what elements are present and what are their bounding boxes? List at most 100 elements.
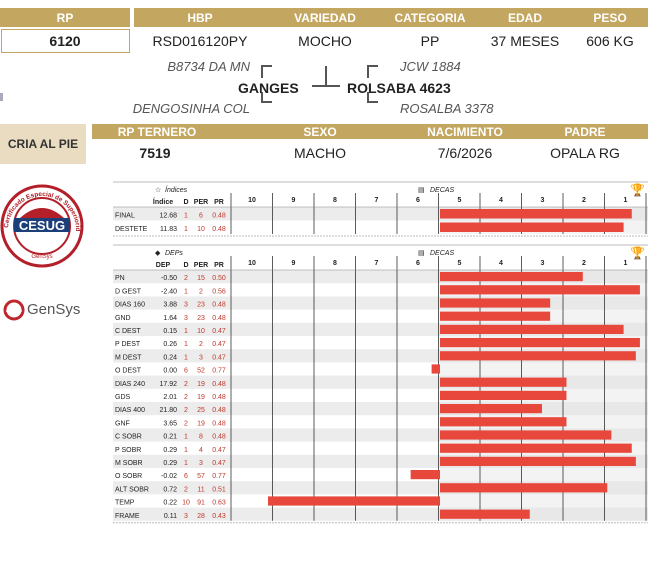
indices-row-value: 11.83 (160, 226, 177, 233)
edad-value: 37 MESES (490, 33, 560, 49)
variedad-value: MOCHO (298, 33, 352, 49)
deps-bar (440, 404, 542, 414)
peso-label: PESO (593, 11, 627, 25)
sire-name: GANGES (238, 80, 299, 96)
deps-row-pr: 0.43 (212, 513, 226, 520)
deps-deca-tick: 9 (292, 260, 296, 267)
sire-sire: B8734 DA MN (167, 59, 250, 74)
deps-bar (440, 338, 640, 348)
deps-row-value: 0.11 (164, 513, 177, 520)
dam-sire-dam: ROSALBA 3378 (400, 101, 494, 116)
deps-row-pr: 0.51 (212, 486, 226, 493)
indices-row-per: 10 (197, 226, 205, 233)
deps-row-value: 0.72 (163, 486, 177, 493)
indices-title-icon: ☆ (155, 186, 161, 194)
indices-deca-tick: 10 (248, 197, 256, 204)
deps-row-value: 0.22 (163, 500, 177, 507)
indices-col-header: D (183, 199, 188, 206)
deps-deca-tick: 8 (333, 260, 337, 267)
deps-row-pr: 0.47 (212, 354, 226, 361)
cesug-bottom-text: GenSys (31, 254, 52, 260)
deps-row-pr: 0.48 (212, 381, 226, 388)
indices-bar (440, 209, 632, 219)
deps-row-per: 19 (197, 420, 205, 427)
deps-row-pr: 0.77 (212, 368, 226, 375)
deps-deca-tick: 3 (541, 260, 545, 267)
deps-bar (268, 496, 440, 506)
indices-deca-tick: 5 (458, 197, 462, 204)
main-header-band (134, 8, 648, 27)
deps-row-d: 2 (184, 407, 188, 414)
deps-bar (440, 390, 567, 400)
deps-row-value: -0.50 (161, 275, 177, 282)
deps-row-per: 91 (197, 500, 205, 507)
gensys-icon (3, 299, 25, 321)
deps-bar (440, 311, 551, 321)
deps-bar (440, 298, 551, 308)
indices-col-header: PER (194, 199, 208, 206)
deps-row-d: 1 (184, 447, 188, 454)
deps-row-name: D GEST (115, 288, 142, 295)
deps-row-per: 2 (199, 341, 203, 348)
indices-row-pr: 0.48 (212, 213, 226, 220)
gensys-text: GenSys (27, 301, 81, 318)
deps-row-d: 2 (184, 486, 188, 493)
deps-row-per: 57 (197, 473, 205, 480)
deps-title: DEPs (165, 250, 183, 257)
deps-row-per: 52 (197, 368, 205, 375)
deps-row-pr: 0.63 (212, 500, 226, 507)
deps-row-name: GNF (115, 420, 130, 427)
deps-row-per: 11 (197, 486, 204, 493)
deps-row-d: 10 (182, 500, 190, 507)
indices-deca-tick: 2 (582, 197, 586, 204)
deps-row-d: 1 (184, 328, 188, 335)
deps-row-value: 0.29 (163, 460, 177, 467)
deps-row-pr: 0.48 (212, 315, 226, 322)
rp-header-cell (0, 8, 130, 27)
indices-row-d: 1 (184, 226, 188, 233)
calf-padre-label: PADRE (564, 125, 606, 139)
indices-deca-tick: 4 (499, 197, 503, 204)
deps-decas-icon: ▤ (418, 250, 425, 257)
deps-row-d: 1 (184, 434, 188, 441)
deps-row-per: 8 (199, 434, 203, 441)
deps-bar (440, 285, 640, 295)
deps-row-value: -2.40 (161, 288, 177, 295)
indices-col-header: PR (214, 199, 224, 206)
deps-row-value: 2.01 (163, 394, 177, 401)
deps-row-value: 0.15 (163, 328, 177, 335)
sire-dam: DENGOSINHA COL (132, 101, 250, 116)
deps-bar (440, 483, 608, 493)
deps-row-per: 23 (197, 302, 205, 309)
deps-row-d: 1 (184, 354, 188, 361)
deps-row-name: PN (115, 275, 125, 282)
peso-value: 606 KG (586, 33, 634, 49)
deps-bar (410, 470, 440, 480)
deps-row-per: 28 (197, 513, 205, 520)
deps-row-name: P DEST (115, 341, 141, 348)
calf-rp-label: RP TERNERO (117, 125, 197, 139)
deps-row-d: 6 (184, 368, 188, 375)
deps-deca-tick: 2 (582, 260, 586, 267)
deps-row-value: 0.29 (163, 447, 177, 454)
categoria-value: PP (420, 33, 440, 49)
indices-row-name: DESTETE (115, 226, 148, 233)
deps-deca-tick: 5 (458, 260, 462, 267)
deps-col-header: PER (194, 262, 208, 269)
deps-row-value: 0.00 (163, 368, 177, 375)
deps-row-value: 3.88 (163, 302, 177, 309)
deps-row-value: 3.65 (163, 420, 177, 427)
hbp-value: RSD016120PY (152, 33, 248, 49)
deps-row-name: DIAS 240 (115, 381, 145, 388)
deps-bar (440, 272, 583, 282)
deps-row-d: 2 (184, 275, 188, 282)
deps-bar (440, 509, 530, 519)
deps-row-name: O DEST (115, 368, 142, 375)
variedad-label: VARIEDAD (294, 11, 356, 25)
deps-row-pr: 0.50 (212, 275, 226, 282)
deps-row-pr: 0.47 (212, 447, 226, 454)
deps-row-per: 23 (197, 315, 205, 322)
deps-row-name: P SOBR (115, 447, 141, 454)
indices-bar (440, 222, 624, 232)
deps-bar (440, 377, 567, 387)
